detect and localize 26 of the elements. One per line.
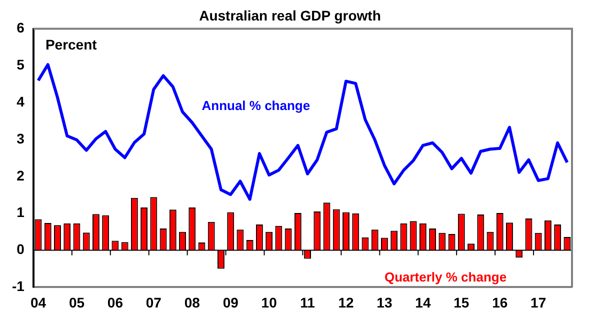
y-tick-label: 0 [16,241,25,258]
y-tick-label: 3 [16,130,25,146]
y-tick-label: 4 [16,93,25,110]
x-tick-label: 07 [146,294,162,310]
y-tick-label: 1 [16,204,25,220]
series-label: Quarterly % change [384,270,507,285]
chart-title: Australian real GDP growth [199,7,381,24]
x-tick-label: 06 [107,294,124,310]
series-label: Annual % change [202,98,310,113]
x-tick-label: 12 [338,294,354,310]
y-tick-label: 2 [16,167,25,184]
x-tick-label: 11 [300,294,316,310]
x-tick-label: 10 [261,294,278,310]
x-tick-label: 13 [376,294,392,310]
x-tick-label: 08 [184,294,200,310]
x-tick-label: 14 [415,294,431,310]
y-tick-label: -1 [12,278,25,294]
x-tick-label: 04 [30,294,46,310]
x-tick-label: 05 [68,294,85,310]
x-tick-label: 09 [222,294,239,310]
y-tick-label: 5 [16,56,25,73]
y-axis-title: Percent [45,36,98,53]
x-tick-label: 17 [530,294,546,310]
x-tick-label: 16 [492,294,508,310]
x-tick-label: 15 [454,294,470,310]
y-tick-label: 6 [16,20,25,36]
